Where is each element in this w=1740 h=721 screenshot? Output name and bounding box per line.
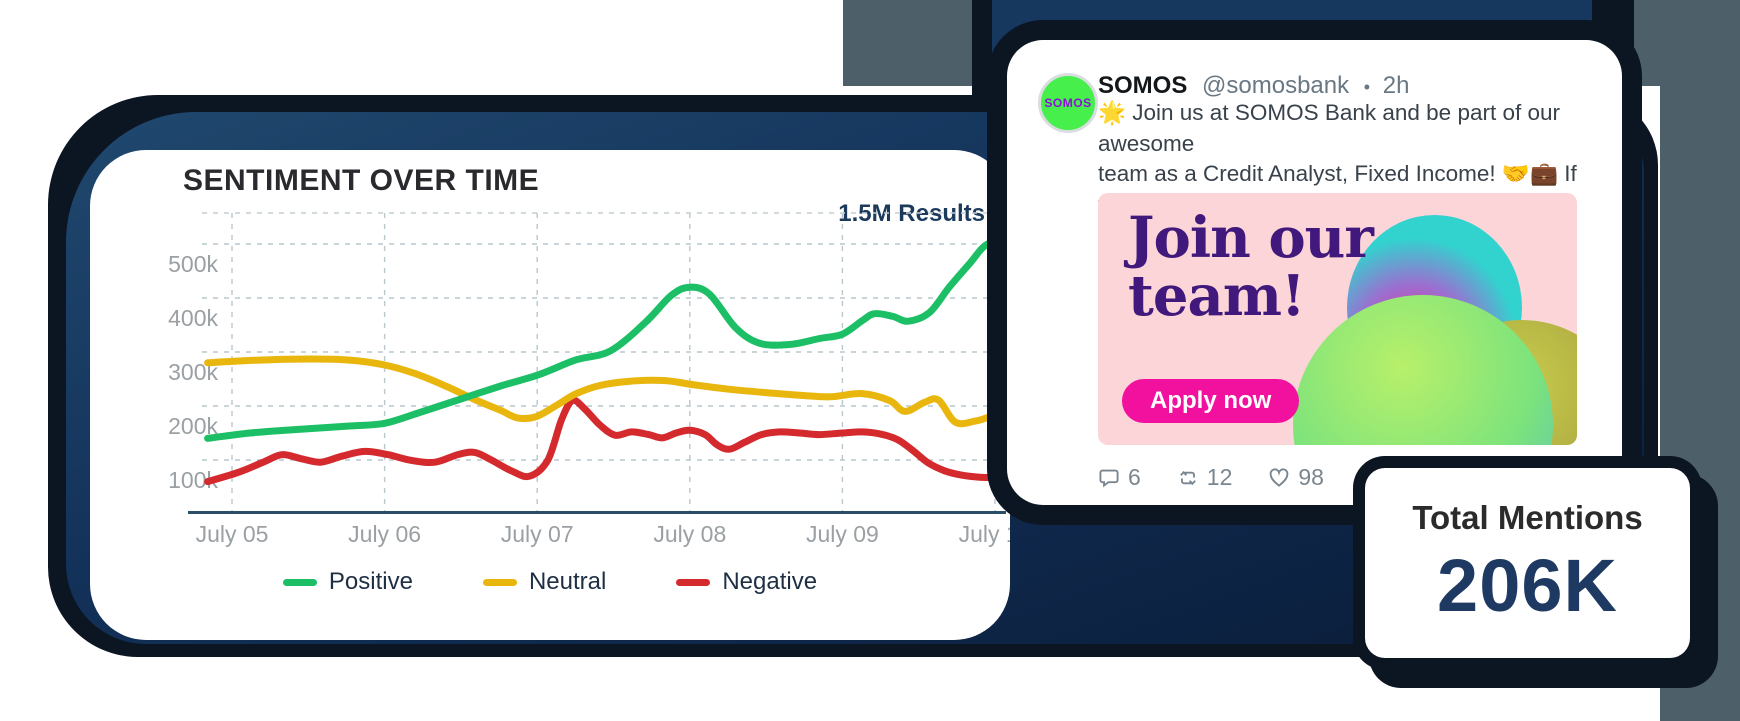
tweet-card: SOMOS SOMOS @somosbank • 2h 🌟 Join us at…	[1007, 40, 1622, 505]
heart-icon	[1270, 467, 1289, 487]
retweet-count: 12	[1206, 464, 1233, 490]
tweet-image-panel: Join our team! Apply now	[1098, 193, 1577, 445]
legend-label: Negative	[722, 568, 818, 595]
headline-line: Join our	[1128, 205, 1374, 271]
total-mentions-label: Total Mentions	[1412, 498, 1643, 536]
retweet-button[interactable]: 12	[1177, 464, 1233, 491]
apply-now-button[interactable]: Apply now	[1122, 379, 1300, 423]
retweet-icon	[1179, 470, 1196, 485]
tweet-author-handle[interactable]: @somosbank	[1202, 72, 1350, 99]
headline-line: team!	[1128, 263, 1306, 329]
x-axis-tick-label: July 07	[501, 521, 574, 547]
chart-legend: Positive Neutral Negative	[90, 568, 1010, 596]
x-axis-tick-label: July 06	[348, 521, 421, 547]
x-axis-tick-label: July 09	[806, 521, 879, 547]
series-line-negative	[204, 396, 1004, 486]
tweet-engagement-row: 6 12 98	[1098, 464, 1324, 491]
avatar-label: SOMOS	[1044, 96, 1092, 110]
chart-title: SENTIMENT OVER TIME	[183, 164, 540, 197]
tweet-header: SOMOS @somosbank • 2h	[1098, 72, 1409, 100]
x-axis-tick-label: July 10	[959, 521, 1010, 547]
tweet-separator: •	[1363, 77, 1371, 97]
reply-count: 6	[1128, 464, 1141, 490]
legend-dash-icon	[482, 578, 517, 586]
legend-dash-icon	[676, 578, 711, 586]
tweet-timestamp: 2h	[1382, 72, 1410, 99]
tweet-image-headline: Join our team!	[1128, 205, 1374, 329]
total-mentions-card: Total Mentions 206K	[1365, 468, 1690, 658]
legend-item-negative: Negative	[676, 568, 817, 596]
legend-label: Neutral	[528, 568, 607, 595]
tweet-body-line: 🌟 Join us at SOMOS Bank and be part of o…	[1098, 100, 1560, 156]
legend-item-positive: Positive	[282, 568, 413, 596]
heart-count: 98	[1298, 464, 1324, 490]
x-axis-tick-label: July 08	[653, 521, 726, 547]
reply-icon	[1099, 469, 1119, 487]
series-line-positive	[204, 235, 1004, 442]
heart-button[interactable]: 98	[1268, 464, 1324, 491]
x-axis-tick-label: July 05	[196, 521, 269, 547]
legend-dash-icon	[282, 578, 317, 586]
series-line-neutral	[204, 355, 1004, 428]
legend-item-neutral: Neutral	[482, 568, 607, 596]
sentiment-chart-card: SENTIMENT OVER TIME 1.5M Results 500k 400…	[90, 150, 1010, 640]
tweet-author-name[interactable]: SOMOS	[1098, 72, 1188, 99]
y-axis-tick-label: 500k	[168, 251, 218, 277]
y-axis-tick-label: 400k	[168, 305, 218, 331]
legend-label: Positive	[328, 568, 413, 595]
total-mentions-value: 206K	[1437, 543, 1618, 627]
reply-button[interactable]: 6	[1098, 464, 1141, 491]
avatar[interactable]: SOMOS	[1038, 73, 1098, 133]
